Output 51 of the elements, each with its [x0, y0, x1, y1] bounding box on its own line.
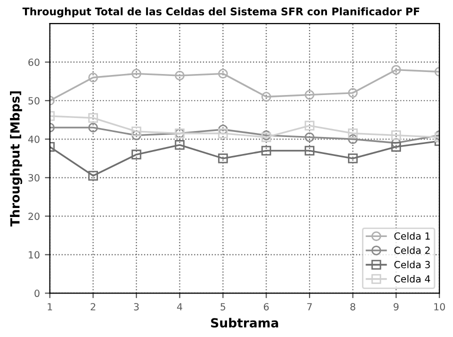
point	[348, 154, 358, 164]
point	[88, 170, 98, 181]
x-tick-label: 3	[134, 303, 139, 310]
point	[218, 68, 228, 79]
point	[391, 130, 401, 140]
point	[261, 92, 272, 102]
point	[88, 122, 98, 132]
point	[132, 68, 142, 79]
point	[218, 154, 228, 164]
x-tick-label: 7	[307, 303, 312, 310]
point	[132, 126, 142, 136]
point	[132, 150, 142, 160]
point	[174, 70, 185, 80]
y-tick-label: 40	[28, 136, 40, 143]
point	[304, 90, 314, 100]
point	[348, 88, 358, 98]
x-tick-label: 8	[350, 303, 356, 310]
point	[88, 113, 98, 123]
y-tick-label: 30	[28, 174, 40, 182]
y-tick-label: 0	[34, 290, 40, 298]
point	[304, 146, 314, 156]
point	[348, 128, 358, 138]
point	[348, 134, 358, 144]
y-tick-label: 20	[28, 212, 40, 220]
point	[132, 130, 142, 140]
point	[218, 124, 228, 134]
x-tick-label: 1	[48, 303, 52, 310]
x-tick-label: 4	[177, 303, 182, 310]
legend-label: Celda 4	[394, 275, 430, 283]
x-tick-label: 10	[434, 303, 445, 310]
point	[304, 132, 314, 142]
y-tick-label: 50	[28, 97, 40, 104]
chart-title: Throughput Total de las Celdas del Sistema SFR con Planificador PF	[22, 7, 420, 18]
legend-label: Celda 3	[394, 260, 430, 268]
x-tick-label: 2	[90, 303, 96, 310]
legend-label: Celda 2	[394, 246, 430, 254]
y-tick-label: 60	[28, 58, 40, 66]
point	[174, 140, 185, 150]
point	[261, 146, 272, 156]
x-tick-label: 9	[394, 303, 399, 310]
point	[218, 128, 228, 138]
point	[391, 142, 401, 152]
x-tick-label: 5	[220, 303, 226, 310]
point	[391, 64, 401, 75]
point	[304, 120, 314, 131]
y-axis-title: Throughput [Mbps]	[10, 91, 22, 226]
x-tick-label: 6	[264, 303, 269, 310]
legend-label: Celda 1	[394, 232, 430, 240]
point	[88, 72, 98, 82]
y-tick-label: 10	[28, 251, 40, 259]
x-axis-title: Subtrama	[211, 318, 278, 328]
